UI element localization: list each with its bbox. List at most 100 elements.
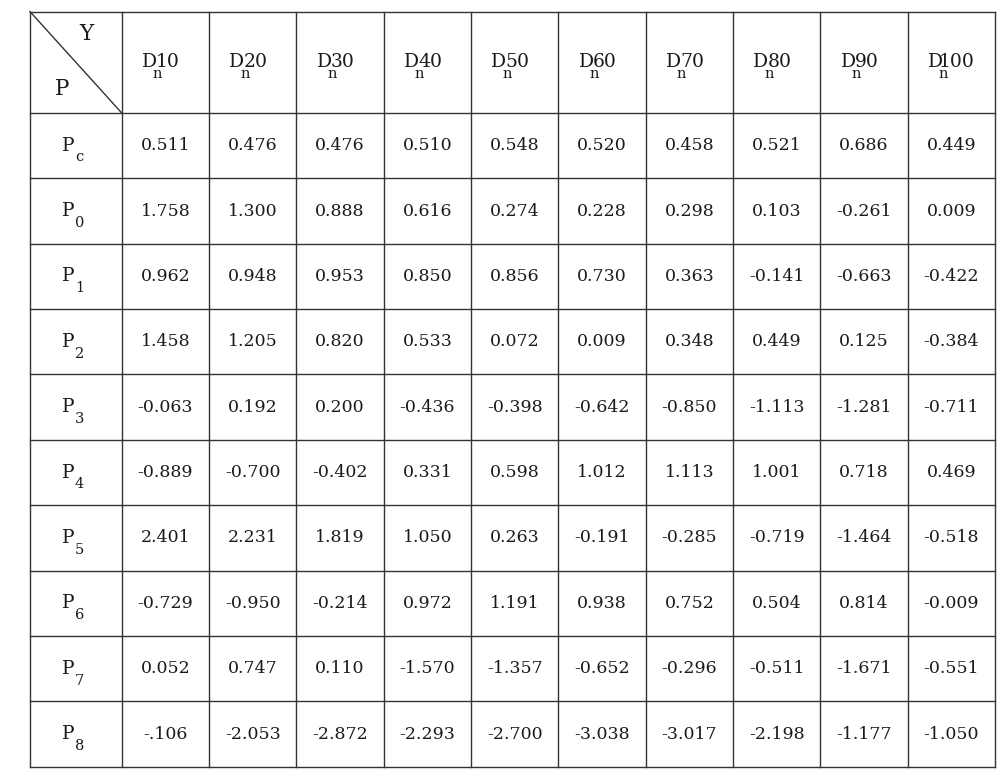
Text: 1.191: 1.191 — [490, 595, 539, 612]
Text: 0.363: 0.363 — [664, 268, 714, 285]
Text: 90: 90 — [855, 53, 879, 71]
Text: 60: 60 — [593, 53, 617, 71]
Text: 0.110: 0.110 — [315, 660, 365, 677]
Text: 0.510: 0.510 — [403, 137, 452, 154]
Text: D: D — [404, 53, 419, 71]
Text: 1.758: 1.758 — [140, 203, 190, 220]
Text: P: P — [62, 464, 75, 482]
Text: -0.214: -0.214 — [312, 595, 368, 612]
Text: -0.551: -0.551 — [924, 660, 979, 677]
Text: P: P — [62, 137, 75, 155]
Text: 30: 30 — [331, 53, 355, 71]
Text: 0.469: 0.469 — [927, 464, 976, 481]
Text: -0.398: -0.398 — [487, 399, 542, 416]
Text: 20: 20 — [243, 53, 267, 71]
Text: -1.671: -1.671 — [836, 660, 892, 677]
Text: 0.458: 0.458 — [665, 137, 714, 154]
Text: -0.285: -0.285 — [662, 530, 717, 547]
Text: c: c — [75, 151, 84, 165]
Text: -0.436: -0.436 — [400, 399, 455, 416]
Text: D: D — [491, 53, 507, 71]
Text: 10: 10 — [156, 53, 180, 71]
Text: -0.950: -0.950 — [225, 595, 281, 612]
Text: P: P — [62, 594, 75, 612]
Text: 0.511: 0.511 — [141, 137, 190, 154]
Text: D: D — [666, 53, 681, 71]
Text: 8: 8 — [75, 739, 84, 753]
Text: -0.663: -0.663 — [836, 268, 892, 285]
Text: P: P — [55, 77, 69, 100]
Text: n: n — [589, 67, 599, 81]
Text: -0.518: -0.518 — [924, 530, 979, 547]
Text: -1.464: -1.464 — [836, 530, 892, 547]
Text: 100: 100 — [939, 53, 975, 71]
Text: -0.889: -0.889 — [138, 464, 193, 481]
Text: 0.125: 0.125 — [839, 333, 889, 350]
Text: 0.449: 0.449 — [752, 333, 801, 350]
Text: 5: 5 — [75, 543, 84, 557]
Text: n: n — [764, 67, 774, 81]
Text: n: n — [415, 67, 424, 81]
Text: -0.141: -0.141 — [749, 268, 804, 285]
Text: Y: Y — [80, 23, 94, 45]
Text: 1.050: 1.050 — [403, 530, 452, 547]
Text: D: D — [841, 53, 856, 71]
Text: 2: 2 — [75, 346, 84, 360]
Text: 1: 1 — [75, 281, 84, 295]
Text: 1.458: 1.458 — [141, 333, 190, 350]
Text: 0.298: 0.298 — [664, 203, 714, 220]
Text: 0: 0 — [75, 216, 84, 230]
Text: -0.063: -0.063 — [138, 399, 193, 416]
Text: 0.718: 0.718 — [839, 464, 889, 481]
Text: D: D — [229, 53, 245, 71]
Text: -1.113: -1.113 — [749, 399, 804, 416]
Text: -1.177: -1.177 — [836, 726, 892, 743]
Text: -0.850: -0.850 — [662, 399, 717, 416]
Text: P: P — [62, 398, 75, 416]
Text: -3.038: -3.038 — [574, 726, 630, 743]
Text: 2.231: 2.231 — [228, 530, 278, 547]
Text: -1.570: -1.570 — [400, 660, 455, 677]
Text: -0.402: -0.402 — [312, 464, 368, 481]
Text: 0.686: 0.686 — [839, 137, 889, 154]
Text: 0.820: 0.820 — [315, 333, 365, 350]
Text: D: D — [928, 53, 943, 71]
Text: -0.384: -0.384 — [924, 333, 979, 350]
Text: -2.053: -2.053 — [225, 726, 281, 743]
Text: 0.009: 0.009 — [927, 203, 976, 220]
Text: D: D — [317, 53, 332, 71]
Text: 0.948: 0.948 — [228, 268, 278, 285]
Text: 0.504: 0.504 — [752, 595, 801, 612]
Text: 0.103: 0.103 — [752, 203, 801, 220]
Text: -0.719: -0.719 — [749, 530, 804, 547]
Text: -0.652: -0.652 — [574, 660, 630, 677]
Text: 0.850: 0.850 — [403, 268, 452, 285]
Text: 1.001: 1.001 — [752, 464, 801, 481]
Text: -0.009: -0.009 — [924, 595, 979, 612]
Text: 0.747: 0.747 — [228, 660, 278, 677]
Text: 1.012: 1.012 — [577, 464, 627, 481]
Text: 80: 80 — [767, 53, 791, 71]
Text: 0.476: 0.476 — [228, 137, 278, 154]
Text: 0.953: 0.953 — [315, 268, 365, 285]
Text: n: n — [851, 67, 861, 81]
Text: 0.052: 0.052 — [140, 660, 190, 677]
Text: P: P — [62, 333, 75, 351]
Text: -0.642: -0.642 — [574, 399, 630, 416]
Text: 4: 4 — [75, 478, 84, 492]
Text: 0.521: 0.521 — [752, 137, 802, 154]
Text: 7: 7 — [75, 673, 84, 687]
Text: 0.938: 0.938 — [577, 595, 627, 612]
Text: 0.200: 0.200 — [315, 399, 365, 416]
Text: 0.009: 0.009 — [577, 333, 627, 350]
Text: 0.730: 0.730 — [577, 268, 627, 285]
Text: -2.293: -2.293 — [399, 726, 455, 743]
Text: 0.476: 0.476 — [315, 137, 365, 154]
Text: -3.017: -3.017 — [662, 726, 717, 743]
Text: 0.972: 0.972 — [402, 595, 452, 612]
Text: -0.422: -0.422 — [924, 268, 979, 285]
Text: n: n — [502, 67, 512, 81]
Text: -0.511: -0.511 — [749, 660, 804, 677]
Text: -2.198: -2.198 — [749, 726, 804, 743]
Text: 0.616: 0.616 — [403, 203, 452, 220]
